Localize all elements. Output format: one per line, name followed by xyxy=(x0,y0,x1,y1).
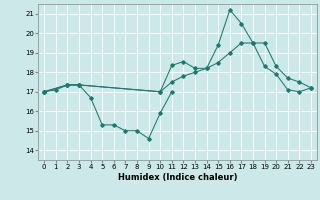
X-axis label: Humidex (Indice chaleur): Humidex (Indice chaleur) xyxy=(118,173,237,182)
